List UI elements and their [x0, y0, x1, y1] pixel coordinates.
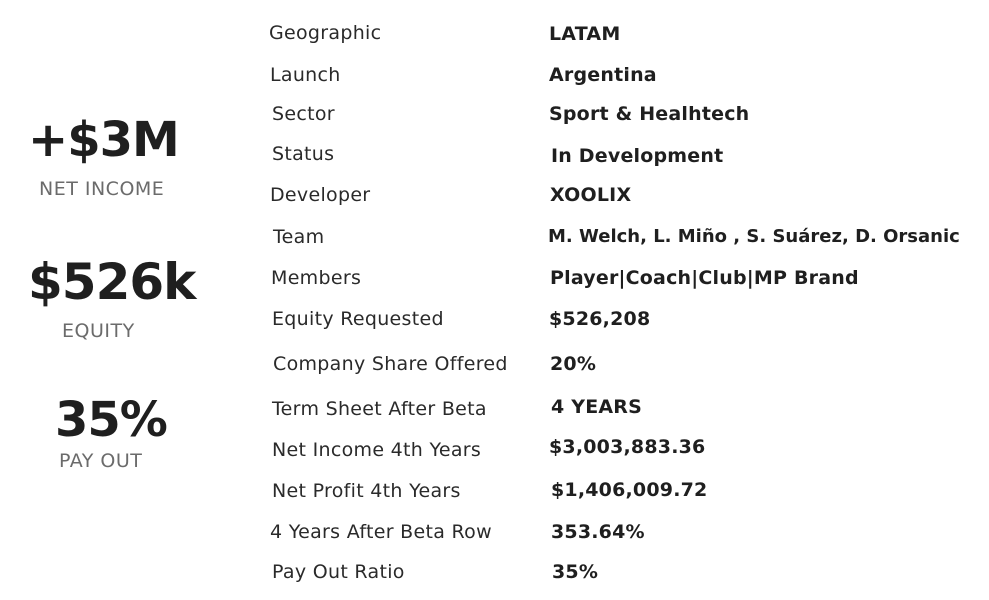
field-label-after-beta-row: 4 Years After Beta Row — [270, 521, 492, 543]
field-value-term-sheet: 4 YEARS — [551, 396, 642, 418]
field-value-payout-ratio: 35% — [552, 561, 599, 583]
field-label-sector: Sector — [272, 103, 335, 125]
equity-label: EQUITY — [62, 320, 135, 342]
equity-value: $526k — [28, 253, 196, 311]
field-value-members: Player|Coach|Club|MP Brand — [550, 267, 859, 289]
payout-value: 35% — [55, 392, 168, 448]
payout-label: PAY OUT — [59, 450, 143, 472]
field-label-equity-requested: Equity Requested — [272, 308, 444, 330]
field-value-team: M. Welch, L. Miño , S. Suárez, D. Orsani… — [548, 226, 960, 247]
field-value-company-share: 20% — [550, 353, 597, 375]
field-value-after-beta-row: 353.64% — [551, 521, 645, 543]
net-income-value: +$3M — [28, 112, 180, 168]
field-value-net-profit: $1,406,009.72 — [551, 479, 708, 501]
net-income-label: NET INCOME — [39, 178, 165, 200]
field-value-sector: Sport & Healhtech — [549, 103, 750, 125]
field-label-developer: Developer — [270, 184, 371, 206]
field-value-net-income: $3,003,883.36 — [549, 436, 706, 458]
field-value-developer: XOOLIX — [550, 184, 632, 206]
field-value-status: In Development — [551, 145, 724, 167]
field-label-payout-ratio: Pay Out Ratio — [272, 561, 405, 583]
field-label-status: Status — [272, 143, 335, 165]
field-label-geographic: Geographic — [269, 22, 382, 44]
field-label-members: Members — [271, 267, 362, 289]
field-label-net-profit: Net Profit 4th Years — [272, 480, 461, 502]
field-value-equity-requested: $526,208 — [549, 308, 651, 330]
field-value-geographic: LATAM — [549, 23, 621, 45]
field-label-term-sheet: Term Sheet After Beta — [272, 398, 487, 420]
field-label-company-share: Company Share Offered — [273, 353, 508, 375]
field-label-launch: Launch — [270, 64, 341, 86]
field-label-team: Team — [273, 226, 325, 248]
field-label-net-income: Net Income 4th Years — [272, 439, 482, 461]
field-value-launch: Argentina — [549, 64, 657, 86]
